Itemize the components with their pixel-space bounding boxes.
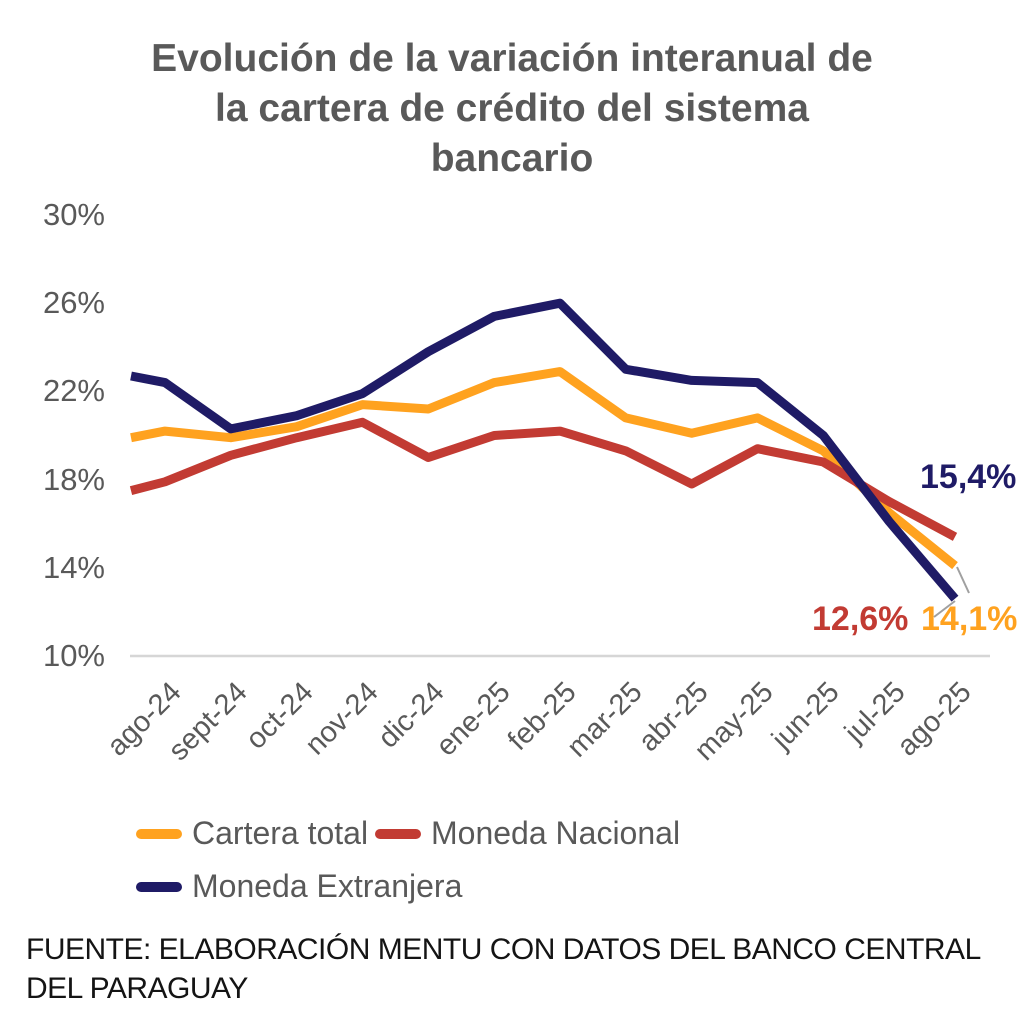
data-label-14-1: 14,1% bbox=[921, 600, 1018, 638]
y-axis-tick-18: 18% bbox=[42, 461, 105, 497]
legend-item-moneda-nacional: Moneda Nacional bbox=[375, 815, 680, 852]
label-leader-line-navy bbox=[933, 600, 956, 618]
chart-title-line-3: bancario bbox=[430, 137, 594, 180]
data-label-12-6: 12,6% bbox=[812, 600, 909, 638]
legend-label-cartera-total: Cartera total bbox=[192, 815, 369, 851]
chart-title-line-2: la cartera de crédito del sistema bbox=[215, 87, 809, 130]
legend-item-cartera-total: Cartera total bbox=[136, 815, 368, 852]
series-line-moneda-extranjera bbox=[130, 298, 959, 602]
source-note-line-1: FUENTE: ELABORACIÓN MENTU CON DATOS DEL … bbox=[26, 933, 981, 966]
chart-title: Evolución de la variación interanual de … bbox=[0, 34, 1024, 184]
series-line-cartera-total bbox=[130, 367, 958, 570]
legend-label-moneda-extranjera: Moneda Extranjera bbox=[192, 868, 463, 904]
y-axis-tick-10: 10% bbox=[42, 638, 105, 673]
y-axis-tick-30: 30% bbox=[42, 197, 105, 232]
source-note: FUENTE: ELABORACIÓN MENTU CON DATOS DEL … bbox=[26, 930, 986, 1008]
legend-label-moneda-nacional: Moneda Nacional bbox=[431, 815, 681, 851]
legend-item-moneda-extranjera: Moneda Extranjera bbox=[136, 868, 462, 905]
series-line-moneda-nacional bbox=[129, 417, 958, 541]
legend-swatch-cartera-total-icon bbox=[136, 828, 182, 839]
label-leader-line-orange bbox=[956, 566, 970, 594]
y-axis-tick-22: 22% bbox=[42, 373, 105, 409]
y-axis-tick-14: 14% bbox=[42, 549, 105, 585]
chart-title-line-1: Evolución de la variación interanual de bbox=[151, 37, 873, 80]
legend-swatch-moneda-nacional-icon bbox=[375, 828, 421, 839]
source-note-line-2: DEL PARAGUAY bbox=[26, 972, 248, 1005]
series-lines bbox=[129, 298, 959, 602]
legend-swatch-moneda-extranjera-icon bbox=[136, 881, 182, 892]
data-label-15-4: 15,4% bbox=[920, 458, 1017, 496]
y-axis-tick-26: 26% bbox=[42, 285, 105, 321]
